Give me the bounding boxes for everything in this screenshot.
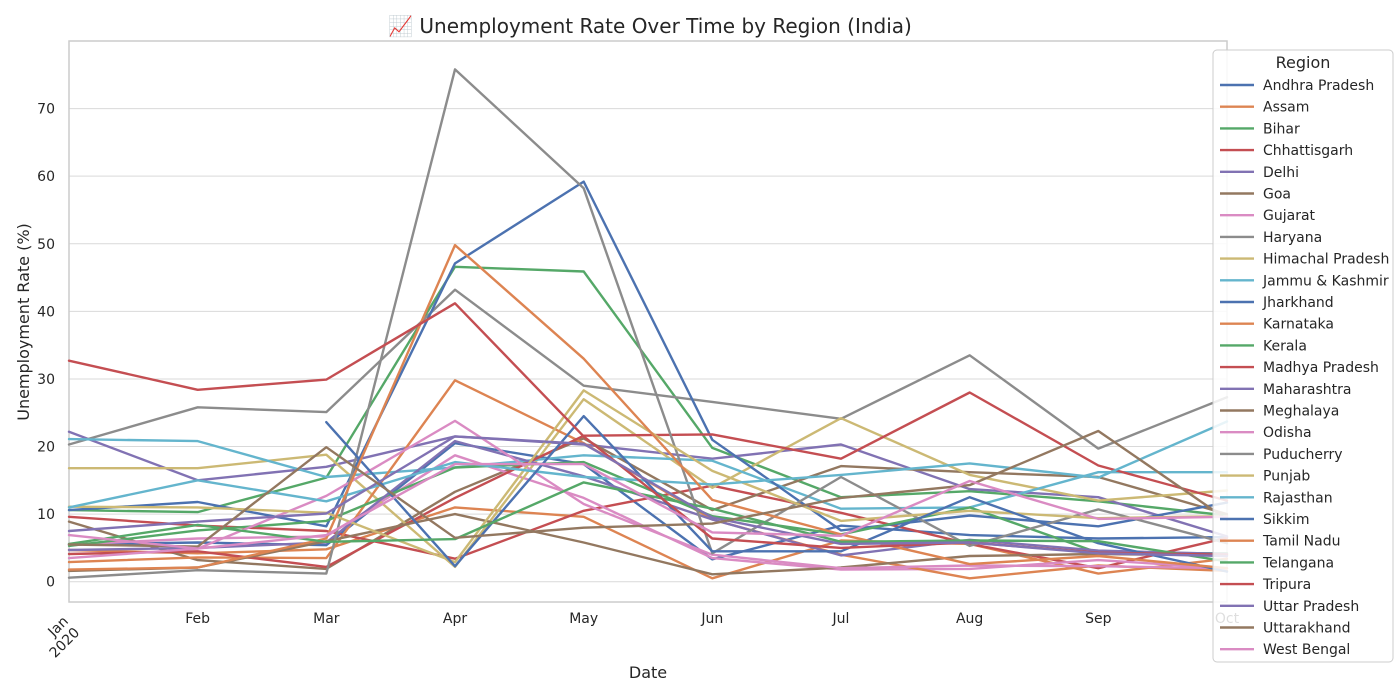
series-line (67, 243, 1229, 571)
series-line (67, 462, 1229, 550)
x-tick-label: Jul (832, 611, 850, 627)
series-lines (67, 68, 1229, 580)
series-line (67, 512, 1229, 576)
series-line (67, 506, 1229, 580)
legend-label: Assam (1263, 100, 1309, 116)
legend-label: Madhya Pradesh (1263, 360, 1379, 376)
series-line (67, 430, 1229, 538)
legend-label: Chhattisgarh (1263, 143, 1353, 159)
legend-label: Tripura (1262, 577, 1311, 593)
legend-label: Puducherry (1263, 447, 1343, 463)
legend-label: Bihar (1263, 121, 1300, 137)
series-line (67, 481, 1229, 563)
series-line (325, 414, 1229, 573)
x-tick-label: Jun (700, 611, 723, 627)
series-line (67, 265, 1229, 517)
y-tick-label: 20 (37, 440, 55, 456)
series-line (67, 437, 1229, 510)
series-line (67, 442, 1229, 561)
legend-title: Region (1276, 53, 1331, 72)
y-tick-labels: 0 10 20 30 40 50 60 70 (37, 102, 55, 591)
legend: Region Andhra Pradesh Assam Bihar Chhattisg… (1212, 49, 1394, 663)
legend-label: Haryana (1263, 230, 1322, 246)
legend-label: Rajasthan (1263, 490, 1333, 506)
x-tick-label: Aug (956, 611, 983, 627)
legend-label: Andhra Pradesh (1263, 78, 1374, 94)
legend-label: Gujarat (1263, 208, 1316, 224)
legend-items: Andhra Pradesh Assam Bihar Chhattisgarh Delh… (1220, 78, 1389, 658)
legend-label: Tamil Nadu (1262, 534, 1341, 550)
series-line (67, 398, 1229, 569)
legend-label: Uttarakhand (1263, 621, 1350, 637)
legend-label: West Bengal (1263, 642, 1350, 658)
series-line (67, 419, 1229, 570)
series-line (67, 435, 1229, 558)
y-tick-label: 50 (37, 237, 55, 253)
series-line (67, 454, 1229, 571)
y-tick-label: 40 (37, 304, 55, 320)
legend-label: Jharkhand (1262, 295, 1334, 311)
series-line (67, 437, 1229, 571)
x-tick-label: Mar (313, 611, 340, 627)
y-tick-label: 70 (37, 102, 55, 118)
y-tick-label: 30 (37, 372, 55, 388)
y-tick-label: 60 (37, 169, 55, 185)
y-axis-label: Unemployment Rate (%) (14, 223, 33, 421)
legend-label: Goa (1263, 187, 1291, 203)
series-line (67, 288, 1229, 450)
chart-title: 📈 Unemployment Rate Over Time by Region … (388, 14, 912, 38)
series-line (67, 68, 1229, 579)
series-line (67, 429, 1229, 548)
legend-label: Himachal Pradesh (1263, 252, 1389, 268)
y-tick-label: 10 (37, 507, 55, 523)
legend-label: Jammu & Kashmir (1262, 273, 1389, 289)
legend-label: Meghalaya (1263, 404, 1339, 420)
legend-label: Sikkim (1263, 512, 1310, 528)
x-tick-label: May (569, 611, 598, 627)
legend-label: Uttar Pradesh (1263, 599, 1359, 615)
series-line (67, 460, 1229, 555)
legend-label: Punjab (1263, 469, 1310, 485)
legend-label: Karnataka (1263, 317, 1334, 333)
legend-label: Telangana (1262, 555, 1334, 571)
x-tick-label: Apr (443, 611, 467, 627)
series-line (67, 391, 1229, 569)
x-tick-label: Sep (1085, 611, 1112, 627)
x-tick-label: Feb (185, 611, 210, 627)
x-axis-label: Date (629, 663, 667, 682)
legend-label: Maharashtra (1263, 382, 1351, 398)
legend-label: Delhi (1263, 165, 1299, 181)
y-tick-label: 0 (46, 575, 55, 591)
legend-label: Kerala (1263, 338, 1307, 354)
legend-label: Odisha (1263, 425, 1312, 441)
legend-box (1212, 49, 1394, 663)
